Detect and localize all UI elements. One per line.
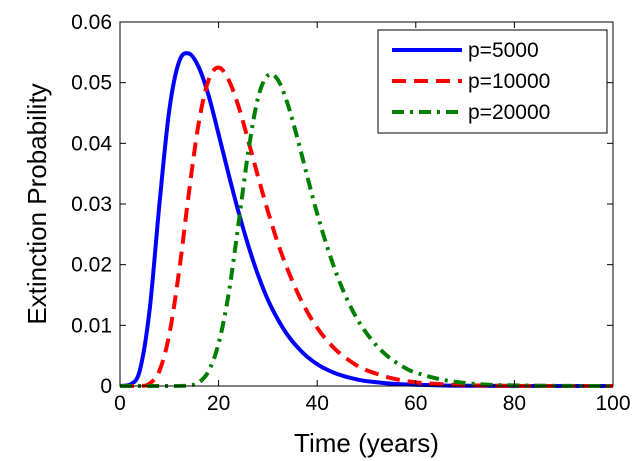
ticks-layer: 0 20 40 60 80 100 0 0.01 0.02 0.03 0.04 0.05 0.06: [71, 11, 630, 415]
y-tick-label: 0.02: [71, 254, 112, 277]
x-tick-label: 20: [207, 392, 230, 415]
y-tick-label: 0.03: [71, 193, 112, 216]
series-layer: [119, 51, 614, 388]
series-line-p-10000: [120, 65, 613, 388]
legend-label: p=5000: [468, 39, 539, 62]
legend-label: p=10000: [468, 70, 550, 93]
x-tick-label: 0: [114, 392, 126, 415]
y-tick-label: 0.05: [71, 72, 112, 95]
plot-frame: [119, 21, 614, 387]
legend-label: p=20000: [468, 101, 550, 124]
x-tick-label: 100: [595, 392, 630, 415]
x-tick-label: 60: [404, 392, 427, 415]
series-line-p-5000: [119, 51, 613, 388]
series-line-p-20000: [120, 72, 614, 388]
x-tick-label: 40: [306, 392, 329, 415]
y-tick-label: 0: [100, 375, 112, 398]
x-tick-label: 80: [503, 392, 526, 415]
x-axis-title: Time (years): [294, 428, 439, 458]
y-axis-title: Extinction Probability: [22, 83, 52, 324]
y-tick-label: 0.01: [71, 314, 112, 337]
y-tick-label: 0.04: [71, 132, 112, 155]
y-tick-label: 0.06: [71, 11, 112, 34]
legend: p=5000 p=10000 p=20000: [377, 29, 608, 134]
